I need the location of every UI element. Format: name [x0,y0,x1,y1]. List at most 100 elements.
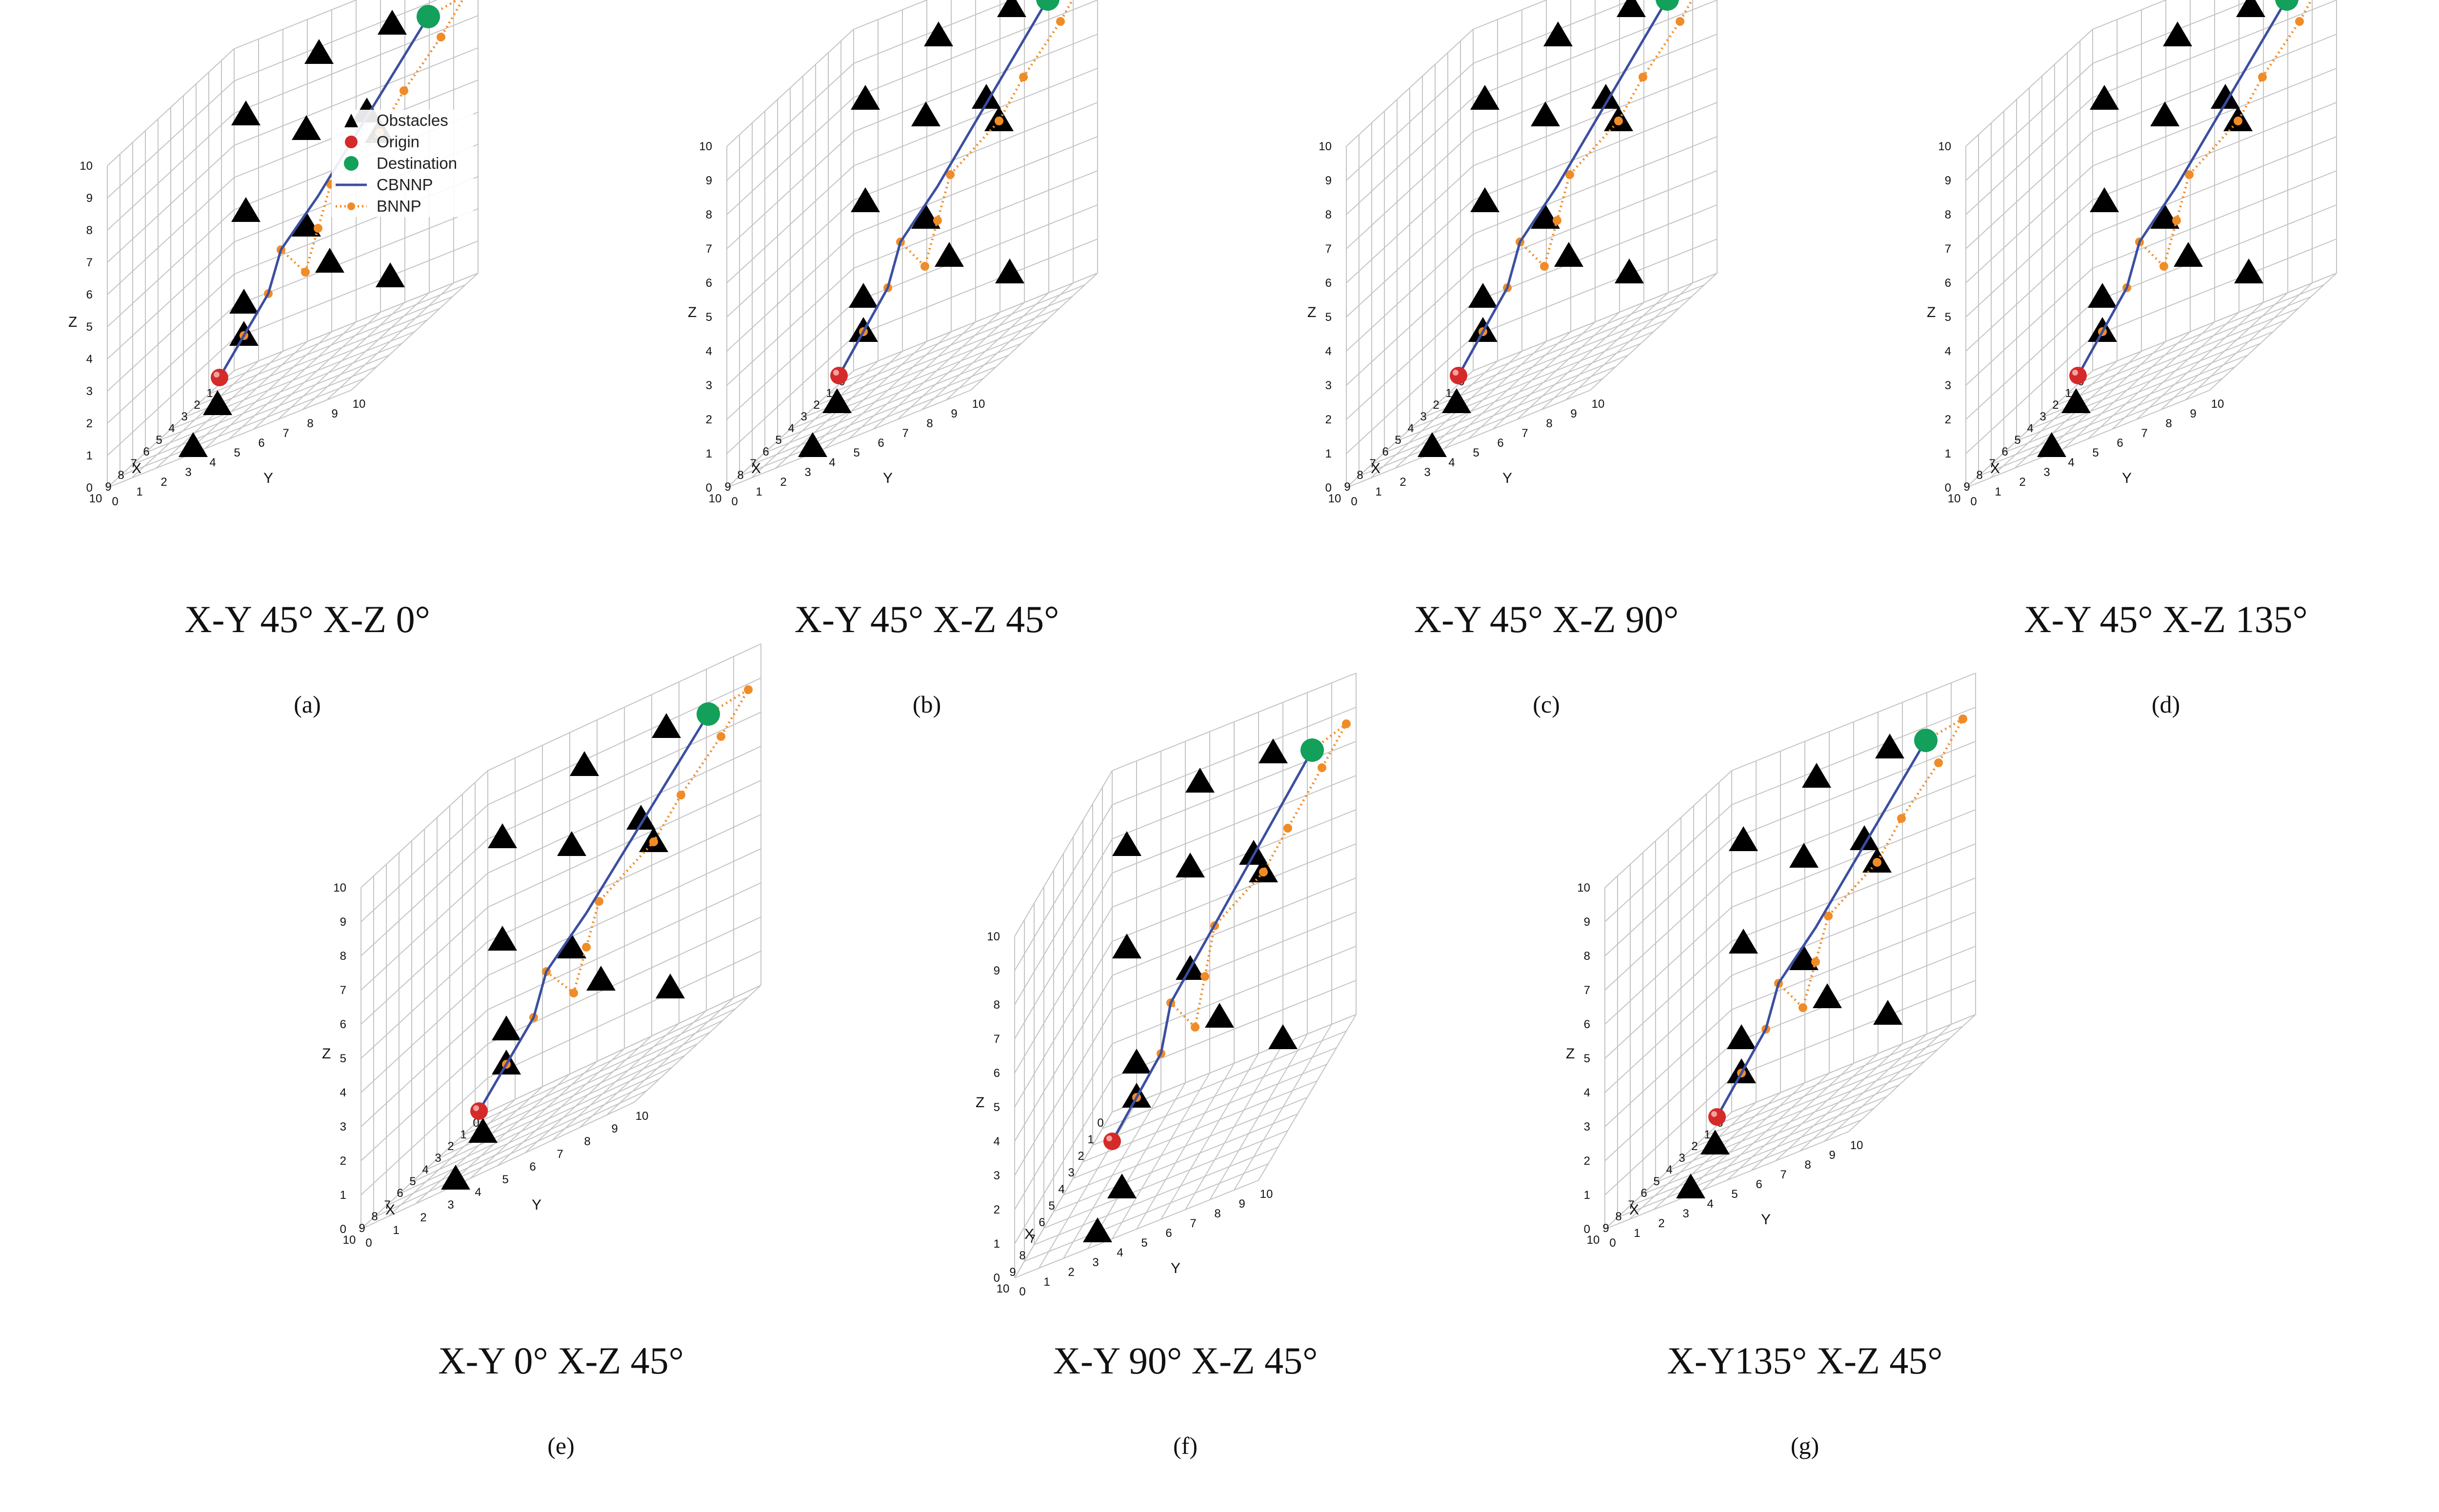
z-tick-label: 6 [1584,1018,1590,1031]
gridline [120,378,364,477]
x-axis-title: X [1024,1226,1034,1242]
y-tick-label: 4 [209,456,216,469]
z-tick-label: 8 [706,208,712,221]
destination-marker [1656,0,1679,11]
x-tick-label: 2 [194,398,200,412]
y-tick-label: 0 [365,1236,372,1250]
gridline [1630,1108,1875,1206]
origin-marker [470,1102,488,1120]
y-tick-label: 2 [1399,476,1406,489]
bnnp-point [1614,117,1623,125]
obstacle-marker [798,432,827,457]
z-tick-label: 9 [1584,915,1590,929]
solid-line-icon [336,183,367,186]
gridline [1590,273,1718,391]
gridline [552,1023,680,1141]
obstacle-marker [586,966,616,991]
gridline [487,677,761,805]
gridline [1346,390,1591,488]
x-tick-label: 6 [1640,1187,1647,1200]
y-tick-label: 8 [1546,417,1552,430]
origin-marker [1708,1108,1726,1126]
z-tick-label: 6 [86,288,93,301]
x-tick-label: 7 [1989,457,1995,470]
y-tick-label: 10 [1592,398,1605,411]
y-tick-label: 1 [1043,1275,1050,1289]
destination-marker [417,5,440,28]
bnnp-point [1540,262,1549,271]
obstacle-marker [2174,242,2203,267]
gridline [1517,302,1644,420]
x-tick-label: 2 [1433,398,1439,412]
gridline [229,321,357,439]
z-tick-label: 10 [1938,140,1951,153]
gridline [1604,941,1732,1059]
obstacle-marker [1813,983,1842,1008]
x-tick-label: 3 [1068,1166,1074,1179]
bnnp-point [677,791,685,799]
obstacle-marker [468,1118,498,1143]
obstacle-marker [849,283,878,308]
x-tick-label: 4 [168,422,175,435]
x-tick-label: 3 [435,1152,441,1165]
z-tick-label: 0 [1584,1223,1590,1236]
gridline [2092,102,2337,200]
obstacle-marker [1470,85,1499,110]
gridline [1034,1147,1279,1245]
z-tick-label: 3 [1584,1120,1590,1134]
obstacle-marker [2234,259,2263,283]
origin-highlight [214,372,220,378]
gridline [777,343,1022,441]
x-tick-label: 1 [460,1128,466,1141]
z-tick-label: 6 [1325,277,1332,290]
obstacle-marker [570,751,599,776]
z-tick-label: 0 [994,1272,1000,1285]
y-tick-label: 9 [951,407,957,420]
gridline [107,48,235,166]
gridline [1965,29,2093,147]
gridline [234,47,479,146]
obstacle-marker [492,1015,521,1040]
gridline [634,985,761,1103]
x-tick-label: 6 [143,445,149,458]
y-tick-label: 6 [2117,437,2123,450]
z-tick-label: 3 [994,1169,1000,1182]
x-axis-title: X [1990,460,2000,477]
y-tick-label: 5 [234,446,240,459]
destination-marker [1300,738,1324,762]
gridline [1726,1063,1854,1181]
y-tick-label: 7 [282,427,289,440]
x-tick-label: 9 [105,480,111,494]
y-tick-label: 1 [756,485,762,498]
destination-marker [2275,0,2299,11]
gridline [2160,292,2288,410]
obstacle-marker [626,805,656,830]
y-tick-label: 0 [1351,495,1357,508]
obstacle-marker [1239,840,1268,865]
y-tick-label: 7 [902,427,908,440]
y-axis-title: Y [532,1197,541,1213]
y-tick-label: 1 [393,1224,399,1237]
obstacle-marker [376,262,405,287]
x-tick-label: 10 [1948,492,1961,505]
y-tick-label: 4 [475,1186,481,1199]
y-tick-label: 1 [1995,485,2001,498]
obstacle-marker [292,212,321,237]
gridline [1014,804,1113,971]
obstacle-marker [822,388,852,413]
gridline [360,1102,635,1230]
y-tick-label: 7 [557,1148,563,1161]
gridline [524,1035,652,1154]
bnnp-point [1019,73,1028,81]
x-tick-label: 5 [1048,1199,1055,1213]
gridline [726,29,854,147]
obstacle-marker [1470,187,1499,212]
gridline [2185,282,2313,400]
z-tick-label: 4 [994,1135,1000,1148]
z-tick-label: 4 [1584,1086,1590,1099]
bnnp-point [1553,216,1561,225]
gridline [302,292,430,410]
gridline [1731,809,1976,908]
chart-panel-d: 000111222333444555666777888999101010ZXYX… [1878,0,2439,771]
